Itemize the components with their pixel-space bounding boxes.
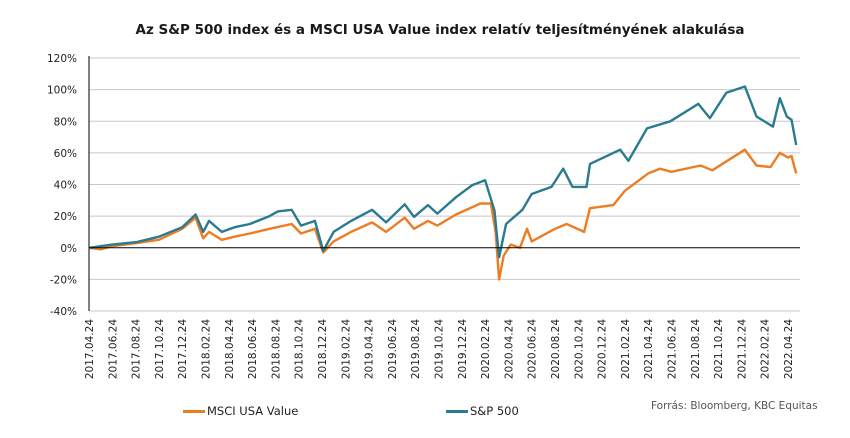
legend-label-sp500: S&P 500 bbox=[470, 404, 519, 418]
x-tick-label: 2018.10.24 bbox=[294, 319, 306, 379]
x-tick-label: 2017.10.24 bbox=[154, 319, 166, 379]
y-tick-label: 100% bbox=[47, 85, 77, 97]
x-tick-label: 2020.04.24 bbox=[503, 319, 515, 379]
x-tick-label: 2017.08.24 bbox=[131, 319, 143, 379]
x-tick-label: 2020.08.24 bbox=[550, 319, 562, 379]
x-tick-label: 2020.10.24 bbox=[573, 319, 585, 379]
x-tick-label: 2021.12.24 bbox=[736, 319, 748, 379]
x-tick-label: 2019.08.24 bbox=[410, 319, 422, 379]
y-tick-label: 40% bbox=[54, 180, 77, 192]
legend-item-sp500: S&P 500 bbox=[446, 404, 519, 418]
y-tick-label: 120% bbox=[47, 53, 77, 65]
x-tick-label: 2021.06.24 bbox=[667, 319, 679, 379]
x-tick-label: 2017.06.24 bbox=[107, 319, 119, 379]
y-tick-label: 0% bbox=[60, 243, 77, 255]
source-note: Forrás: Bloomberg, KBC Equitas bbox=[651, 400, 818, 412]
legend-item-msci: MSCI USA Value bbox=[183, 404, 298, 418]
y-tick-label: -40% bbox=[50, 306, 77, 318]
x-tick-label: 2019.06.24 bbox=[387, 319, 399, 379]
y-tick-label: -20% bbox=[50, 274, 77, 286]
x-tick-label: 2020.02.24 bbox=[480, 319, 492, 379]
x-tick-label: 2018.12.24 bbox=[317, 319, 329, 379]
chart-title: Az S&P 500 index és a MSCI USA Value ind… bbox=[135, 22, 745, 38]
x-tick-label: 2018.08.24 bbox=[270, 319, 282, 379]
y-tick-label: 80% bbox=[54, 116, 77, 128]
legend-label-msci: MSCI USA Value bbox=[207, 404, 299, 418]
x-tick-label: 2021.02.24 bbox=[620, 319, 632, 379]
x-tick-label: 2019.10.24 bbox=[434, 319, 446, 379]
x-tick-label: 2018.02.24 bbox=[201, 319, 213, 379]
series-line-sp500 bbox=[88, 85, 798, 259]
series-line-msci-usa-value bbox=[88, 148, 798, 281]
x-tick-label: 2019.12.24 bbox=[457, 319, 469, 379]
x-tick-label: 2021.08.24 bbox=[690, 319, 702, 379]
y-tick-label: 60% bbox=[54, 148, 77, 160]
x-tick-label: 2019.04.24 bbox=[364, 319, 376, 379]
x-tick-label: 2017.04.24 bbox=[84, 319, 96, 379]
x-tick-label: 2020.12.24 bbox=[597, 319, 609, 379]
x-tick-label: 2021.10.24 bbox=[713, 319, 725, 379]
legend-swatch-sp500 bbox=[446, 409, 468, 413]
x-tick-label: 2022.04.24 bbox=[783, 319, 795, 379]
legend-swatch-msci bbox=[183, 409, 205, 413]
x-tick-label: 2019.02.24 bbox=[340, 319, 352, 379]
x-tick-label: 2021.04.24 bbox=[643, 319, 655, 379]
x-tick-label: 2018.04.24 bbox=[224, 319, 236, 379]
x-tick-label: 2017.12.24 bbox=[177, 319, 189, 379]
y-tick-label: 20% bbox=[54, 211, 77, 223]
x-tick-label: 2020.06.24 bbox=[527, 319, 539, 379]
x-tick-label: 2022.02.24 bbox=[760, 319, 772, 379]
x-tick-label: 2018.06.24 bbox=[247, 319, 259, 379]
